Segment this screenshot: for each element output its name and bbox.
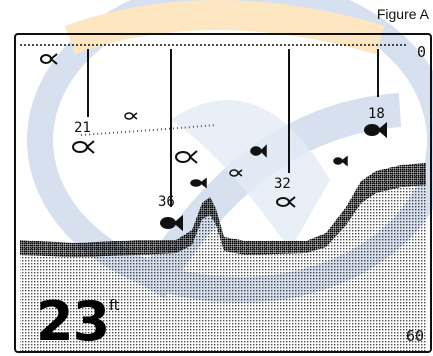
fish-icon (190, 177, 207, 189)
sonar-screen: 0 60 21 36 32 18 23ft (14, 33, 432, 353)
digital-depth-readout: 23ft (36, 295, 119, 349)
depth-unit: ft (109, 298, 120, 314)
fish-icon (124, 112, 138, 120)
fish-icon (40, 53, 58, 65)
fish-depth-tag: 21 (74, 120, 91, 136)
depth-scale-top: 0 (416, 43, 426, 61)
fish-icon (175, 150, 198, 164)
figure-caption: Figure A (376, 6, 429, 22)
fish-icon (364, 121, 387, 139)
bottom-edge (20, 163, 426, 257)
fish-depth-tag: 32 (274, 176, 291, 192)
fish-icon (229, 169, 243, 177)
fish-icon (160, 214, 183, 232)
fish-depth-tag: 36 (158, 194, 175, 210)
depth-value: 23 (36, 290, 110, 353)
bottom-contour (20, 163, 426, 351)
fish-icon (250, 144, 267, 158)
sonar-graph (20, 44, 426, 351)
depth-scale-bottom: 60 (405, 327, 424, 345)
fish-depth-tag: 18 (368, 106, 385, 122)
fish-icon (276, 196, 296, 208)
fish-icon (72, 140, 95, 154)
fish-icon (333, 155, 348, 167)
thermocline (80, 124, 217, 136)
